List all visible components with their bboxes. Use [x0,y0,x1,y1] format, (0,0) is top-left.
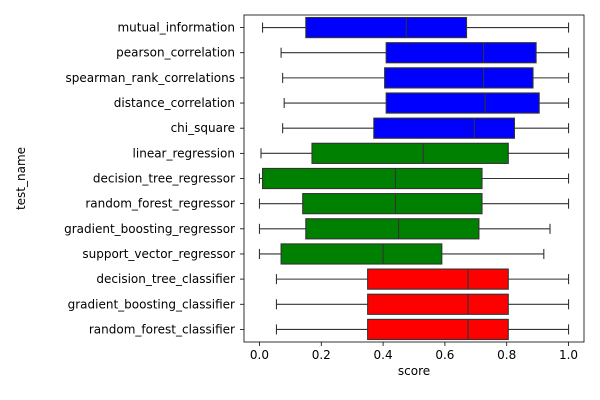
x-tick-label: 0.0 [250,348,269,362]
y-tick-label: mutual_information [117,21,235,35]
box [367,318,509,341]
box [373,117,516,139]
x-tick-label: 0.8 [497,348,516,362]
plot-frame [243,14,585,343]
y-tick-label: chi_square [171,121,235,135]
x-ticks [259,342,569,346]
box [385,92,540,114]
y-tick-label: linear_regression [133,146,235,160]
y-axis-label: test_name [14,147,28,210]
box [302,193,483,215]
y-tick-label: decision_tree_regressor [93,172,235,186]
y-tick-label: gradient_boosting_regressor [64,222,235,236]
boxes [258,16,570,341]
box [367,293,509,315]
box [367,268,509,290]
box [280,243,443,265]
box-random_forest_classifier [275,318,570,341]
box [261,167,483,190]
box [385,42,537,64]
y-tick-labels: mutual_information pearson_correlationspe… [64,21,235,337]
x-tick-labels: 0.0 0.2 0.4 0.6 0.8 1.0 [250,348,578,362]
box [305,218,480,240]
box [384,67,534,89]
box-linear_regression [260,142,570,164]
box-decision_tree_classifier [275,268,570,290]
box-pearson_correlation [280,42,570,64]
y-tick-label: random_forest_regressor [85,197,235,211]
y-tick-label: distance_correlation [114,96,235,110]
box-gradient_boosting_regressor [258,218,551,240]
box [305,16,468,39]
box-support_vector_regressor [258,243,545,265]
box-distance_correlation [283,92,570,114]
y-tick-label: pearson_correlation [116,46,235,60]
y-ticks [240,27,244,330]
box-decision_tree_regressor [258,167,570,190]
y-tick-label: spearman_rank_correlations [66,71,235,85]
y-tick-label: support_vector_regressor [82,247,235,261]
y-tick-label: random_forest_classifier [89,322,235,336]
box-gradient_boosting_classifier [275,293,570,315]
box [311,142,509,164]
box-random_forest_regressor [258,193,570,215]
box-spearman_rank_correlations [282,67,570,89]
y-tick-label: decision_tree_classifier [96,272,235,286]
box-chi_square [282,117,570,139]
y-tick-label: gradient_boosting_classifier [68,297,235,311]
x-tick-label: 0.2 [312,348,331,362]
x-axis-label: score [398,364,430,378]
x-tick-label: 0.4 [374,348,393,362]
box-mutual_information [261,16,570,39]
x-tick-label: 1.0 [559,348,578,362]
x-tick-label: 0.6 [435,348,454,362]
